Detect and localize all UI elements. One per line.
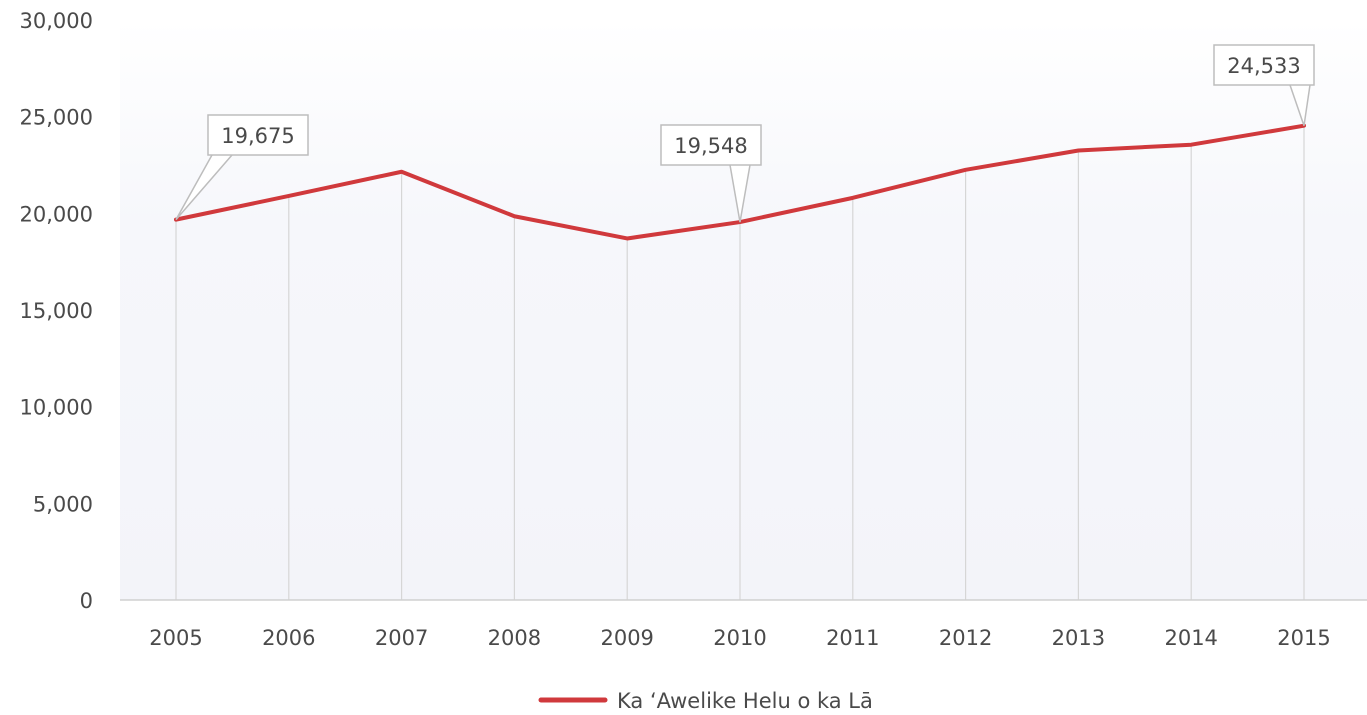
x-tick-label: 2015 bbox=[1277, 626, 1330, 650]
callout-box bbox=[1213, 44, 1315, 86]
callout-pointer bbox=[729, 164, 751, 223]
callout-box bbox=[207, 114, 309, 156]
y-tick-label: 20,000 bbox=[20, 202, 93, 226]
plot-background bbox=[120, 20, 1367, 600]
y-tick-label: 0 bbox=[80, 589, 93, 613]
x-tick-label: 2007 bbox=[375, 626, 428, 650]
x-tick-label: 2014 bbox=[1164, 626, 1217, 650]
x-axis-ticks: 2005 2006 2007 2008 2009 2010 2011 2012 2013 2014… bbox=[149, 626, 1330, 650]
y-tick-label: 10,000 bbox=[20, 396, 93, 420]
callout-19,548: 19,548 bbox=[660, 124, 762, 223]
data-label: 24,533 bbox=[1227, 54, 1300, 78]
x-tick-label: 2005 bbox=[149, 626, 202, 650]
data-label: 19,675 bbox=[221, 124, 294, 148]
x-tick-label: 2013 bbox=[1052, 626, 1105, 650]
y-tick-label: 30,000 bbox=[20, 9, 93, 33]
x-tick-label: 2012 bbox=[939, 626, 992, 650]
callout-pointer bbox=[175, 154, 233, 221]
callout-24,533: 24,533 bbox=[1213, 44, 1315, 126]
legend-item: Ka ʻAwelike Helu o ka Lā bbox=[538, 689, 873, 713]
x-tick-label: 2010 bbox=[713, 626, 766, 650]
data-callouts: 19,675 19,548 24,533 bbox=[175, 44, 1315, 223]
x-tick-label: 2008 bbox=[488, 626, 541, 650]
grid-lines bbox=[175, 125, 1305, 600]
y-axis-ticks: 0 5,000 10,000 15,000 20,000 25,000 30,000 bbox=[20, 9, 93, 613]
x-tick-label: 2009 bbox=[600, 626, 653, 650]
y-tick-label: 5,000 bbox=[33, 492, 93, 516]
callout-19,675: 19,675 bbox=[175, 114, 309, 221]
y-tick-label: 15,000 bbox=[20, 299, 93, 323]
y-tick-label: 25,000 bbox=[20, 106, 93, 130]
x-tick-label: 2006 bbox=[262, 626, 315, 650]
legend-label: Ka ʻAwelike Helu o ka Lā bbox=[617, 689, 873, 713]
callout-box bbox=[660, 124, 762, 166]
data-label: 19,548 bbox=[674, 134, 747, 158]
callout-pointer bbox=[1289, 84, 1311, 126]
x-tick-label: 2011 bbox=[826, 626, 879, 650]
legend: Ka ʻAwelike Helu o ka Lā bbox=[538, 689, 873, 713]
